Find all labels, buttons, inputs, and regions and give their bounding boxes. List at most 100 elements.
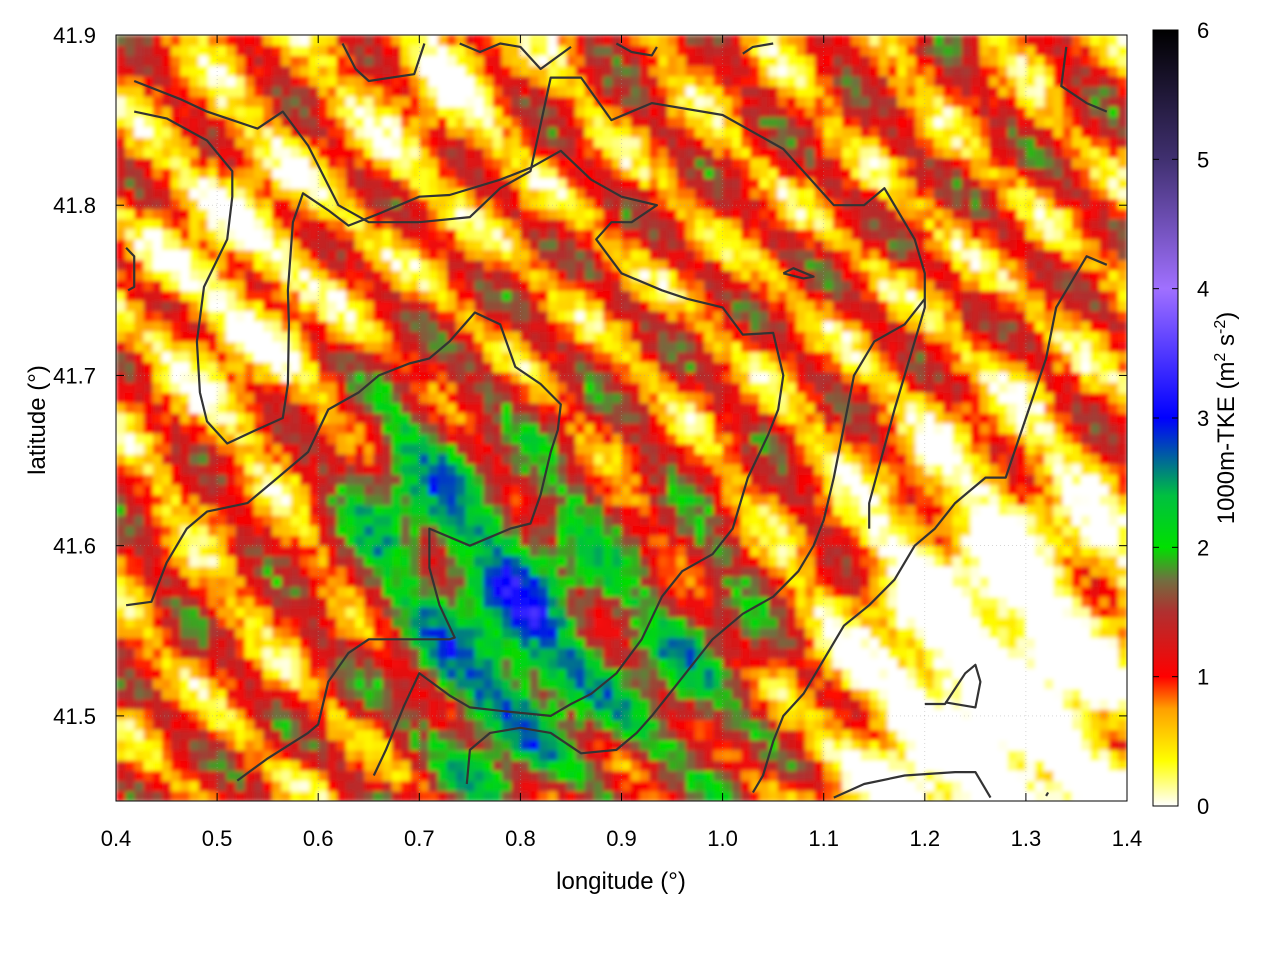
heat-cell bbox=[538, 525, 549, 536]
heat-cell bbox=[400, 555, 411, 567]
heat-cell bbox=[888, 668, 898, 679]
heat-cell bbox=[860, 719, 871, 731]
heat-cell bbox=[1108, 402, 1119, 414]
heat-cell bbox=[327, 770, 338, 782]
heat-cell bbox=[318, 617, 328, 628]
heat-cell bbox=[777, 402, 788, 414]
heat-cell bbox=[548, 668, 558, 679]
heat-cell bbox=[979, 739, 990, 751]
heat-cell bbox=[777, 566, 788, 577]
heat-cell bbox=[869, 372, 880, 383]
heat-cell bbox=[998, 464, 1009, 475]
heat-cell bbox=[1007, 412, 1018, 424]
heat-cell bbox=[538, 402, 549, 414]
heat-cell bbox=[483, 647, 494, 659]
heat-cell bbox=[162, 453, 172, 465]
heat-cell bbox=[851, 790, 862, 801]
heat-cell bbox=[676, 443, 687, 455]
heat-cell bbox=[584, 412, 595, 424]
heat-cell bbox=[979, 760, 990, 771]
heat-cell bbox=[217, 749, 227, 761]
heat-cell bbox=[502, 780, 512, 792]
heat-cell bbox=[373, 402, 384, 414]
heat-cell bbox=[1044, 504, 1055, 516]
heat-cell bbox=[878, 790, 889, 801]
heat-cell bbox=[244, 709, 255, 720]
heat-cell bbox=[1035, 709, 1045, 720]
heat-cell bbox=[520, 586, 531, 598]
heat-cell bbox=[557, 515, 567, 526]
heat-cell bbox=[309, 392, 319, 404]
heat-cell bbox=[502, 719, 512, 731]
heat-cell bbox=[437, 719, 448, 731]
heat-cell bbox=[1044, 637, 1055, 649]
heat-cell bbox=[373, 525, 384, 536]
heat-cell bbox=[823, 606, 834, 618]
heat-cell bbox=[152, 627, 163, 639]
heat-cell bbox=[1007, 627, 1018, 639]
heat-cell bbox=[998, 678, 1009, 690]
heat-cell bbox=[162, 658, 172, 669]
heat-cell bbox=[741, 678, 751, 690]
heat-cell bbox=[520, 790, 531, 801]
heat-cell bbox=[593, 780, 604, 792]
heat-cell bbox=[364, 658, 374, 669]
heat-cell bbox=[400, 627, 411, 639]
heat-cell bbox=[382, 443, 393, 455]
heat-cell bbox=[924, 596, 935, 608]
heat-cell bbox=[437, 412, 448, 424]
heat-cell bbox=[860, 494, 871, 506]
heat-cell bbox=[878, 596, 889, 608]
heat-cell bbox=[116, 596, 126, 608]
heat-cell bbox=[961, 525, 972, 536]
heat-cell bbox=[722, 515, 733, 526]
heat-cell bbox=[391, 351, 402, 363]
heat-cell bbox=[116, 576, 126, 588]
heat-cell bbox=[1035, 647, 1045, 659]
heat-cell bbox=[134, 555, 145, 567]
heat-cell bbox=[345, 668, 356, 679]
heat-cell bbox=[676, 474, 687, 485]
heat-cell bbox=[529, 494, 540, 506]
heat-cell bbox=[814, 423, 825, 434]
heat-cell bbox=[134, 770, 145, 782]
heat-cell bbox=[520, 780, 531, 792]
heat-cell bbox=[226, 484, 237, 496]
heat-cell bbox=[786, 627, 797, 639]
heat-cell bbox=[391, 453, 402, 465]
heat-cell bbox=[465, 525, 476, 536]
heat-cell bbox=[529, 688, 540, 700]
heat-cell bbox=[465, 453, 476, 465]
heat-cell bbox=[878, 576, 889, 588]
heat-cell bbox=[878, 637, 889, 649]
heat-cell bbox=[217, 617, 227, 628]
heat-cell bbox=[649, 535, 659, 547]
heat-cell bbox=[667, 606, 678, 618]
heat-cell bbox=[621, 586, 632, 598]
heat-cell bbox=[189, 770, 200, 782]
heat-cell bbox=[1044, 423, 1055, 434]
heat-cell bbox=[299, 709, 310, 720]
heat-cell bbox=[612, 719, 623, 731]
heat-cell bbox=[906, 525, 917, 536]
heat-cell bbox=[345, 464, 356, 475]
heat-cell bbox=[502, 606, 512, 618]
heat-cell bbox=[391, 443, 402, 455]
heat-cell bbox=[263, 545, 273, 557]
heat-cell bbox=[217, 423, 227, 434]
heat-cell bbox=[1062, 382, 1073, 394]
heat-cell bbox=[970, 770, 981, 782]
heat-cell bbox=[235, 749, 246, 761]
heat-cell bbox=[309, 361, 319, 373]
heat-cell bbox=[272, 668, 282, 679]
heat-cell bbox=[143, 361, 154, 373]
heat-cell bbox=[915, 576, 926, 588]
heat-cell bbox=[1053, 688, 1064, 700]
heat-cell bbox=[897, 555, 907, 567]
heat-cell bbox=[832, 586, 843, 598]
heat-cell bbox=[869, 698, 880, 710]
heat-cell bbox=[419, 770, 430, 782]
heat-cell bbox=[217, 484, 227, 496]
heat-cell bbox=[391, 668, 402, 679]
heat-cell bbox=[612, 494, 623, 506]
